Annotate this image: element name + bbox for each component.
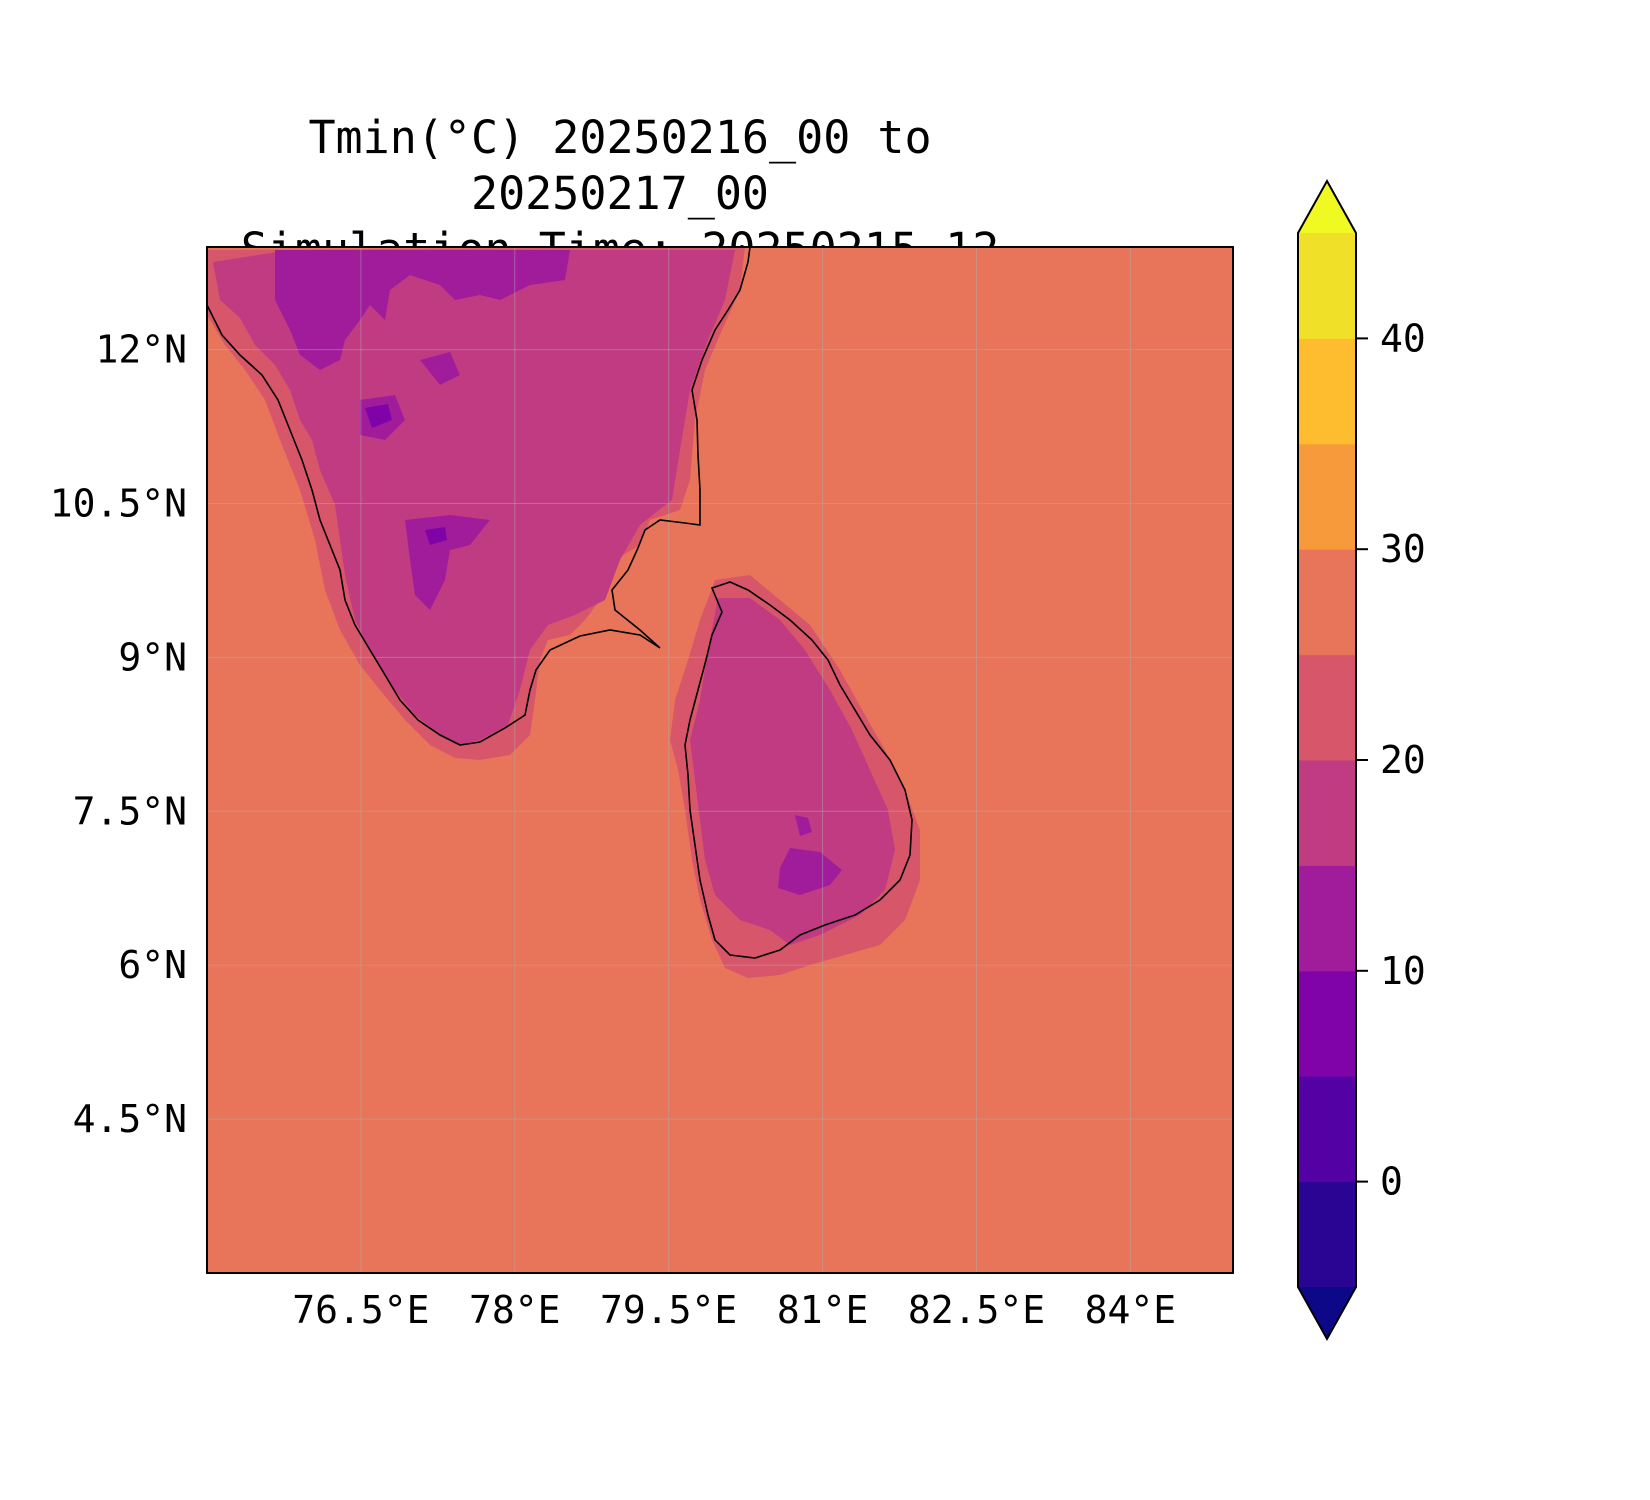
colorbar-segment bbox=[1298, 338, 1356, 445]
colorbar-segment bbox=[1298, 865, 1356, 972]
map-area bbox=[207, 247, 1233, 1273]
colorbar-tick-label: 30 bbox=[1380, 527, 1426, 571]
colorbar-segment bbox=[1298, 233, 1356, 339]
srilanka-coastline bbox=[684, 581, 913, 959]
lat-tick-label: 12°N bbox=[95, 328, 187, 372]
lat-tick-label: 6°N bbox=[118, 943, 187, 987]
india-band-10-15-patch2 bbox=[405, 515, 490, 610]
colorbar-tick-label: 10 bbox=[1380, 949, 1426, 993]
lat-tick-label: 4.5°N bbox=[73, 1097, 187, 1141]
colorbar-segment bbox=[1298, 654, 1356, 761]
lat-tick-label: 7.5°N bbox=[73, 789, 187, 833]
colorbar-segment bbox=[1298, 1181, 1356, 1288]
colorbar-segment bbox=[1298, 1076, 1356, 1183]
india-coastline bbox=[207, 247, 751, 746]
colorbar-over-extension bbox=[1298, 181, 1356, 233]
lat-tick-label: 9°N bbox=[118, 635, 187, 679]
india-band-10-15-patch3 bbox=[420, 352, 460, 385]
colorbar-tick-label: 0 bbox=[1380, 1160, 1403, 1204]
lon-tick-label: 79.5°E bbox=[600, 1288, 737, 1332]
lon-tick-label: 78°E bbox=[469, 1288, 561, 1332]
colorbar-segment bbox=[1298, 760, 1356, 866]
colorbar-outline bbox=[1297, 178, 1357, 1342]
india-band-5-10-patch bbox=[365, 404, 392, 428]
colorbar-segment bbox=[1298, 549, 1356, 656]
colorbar: 0 10 20 30 40 bbox=[1297, 178, 1426, 1342]
latitude-labels: 12°N 10.5°N 9°N 7.5°N 6°N 4.5°N bbox=[50, 328, 187, 1141]
colorbar-tick-label: 40 bbox=[1380, 316, 1426, 360]
title-line-1: Tmin(°C) 20250216_00 to 20250217_00 bbox=[308, 111, 932, 220]
colorbar-under-extension bbox=[1298, 1287, 1356, 1339]
india-band-15-20 bbox=[213, 250, 735, 745]
map-frame bbox=[206, 246, 1234, 1274]
lon-tick-label: 84°E bbox=[1085, 1288, 1177, 1332]
srilanka-band-10-15-small bbox=[795, 815, 812, 836]
india-band-10-15-north bbox=[275, 250, 570, 370]
srilanka-band-15-20 bbox=[690, 598, 895, 945]
lat-tick-label: 10.5°N bbox=[50, 482, 187, 526]
india-band-5-10-patch2 bbox=[425, 527, 447, 545]
srilanka-band-10-15 bbox=[778, 848, 842, 895]
colorbar-segment bbox=[1298, 970, 1356, 1077]
lon-tick-label: 76.5°E bbox=[292, 1288, 429, 1332]
colorbar-tick-label: 20 bbox=[1380, 738, 1426, 782]
gridlines bbox=[207, 247, 1233, 1273]
lon-tick-label: 82.5°E bbox=[908, 1288, 1045, 1332]
longitude-labels: 76.5°E 78°E 79.5°E 81°E 82.5°E 84°E bbox=[292, 1288, 1176, 1332]
colorbar-segment bbox=[1298, 443, 1356, 550]
lon-tick-label: 81°E bbox=[777, 1288, 869, 1332]
